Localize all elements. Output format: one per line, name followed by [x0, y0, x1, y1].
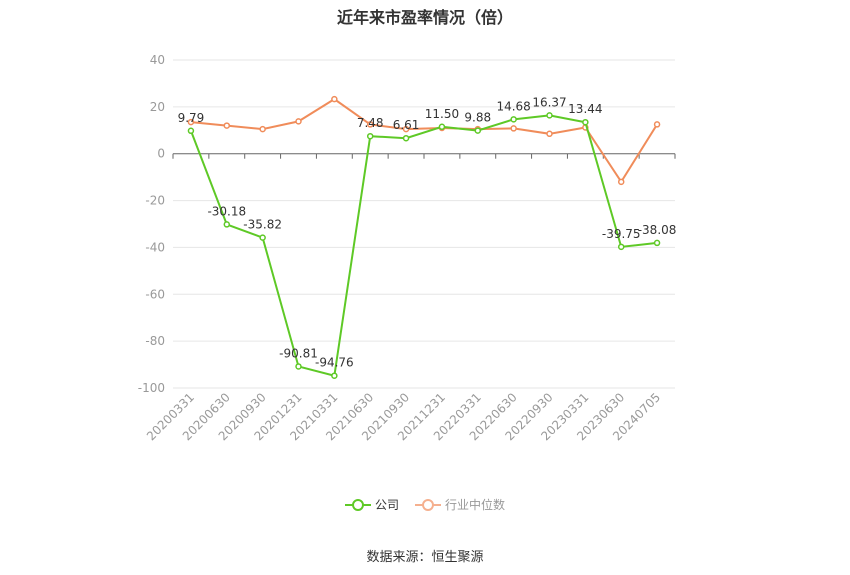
industry-data-point [546, 130, 553, 138]
y-tick-label: -60 [145, 287, 165, 301]
industry-data-point [510, 125, 517, 132]
company-data-point [295, 363, 302, 370]
company-data-label: 11.50 [425, 107, 459, 121]
y-tick-label: -100 [138, 381, 165, 395]
company-data-label: -94.76 [315, 356, 354, 370]
company-data-point [187, 127, 195, 135]
y-tick-label: 40 [150, 53, 165, 67]
company-data-label: 7.48 [357, 116, 384, 130]
company-data-label: 6.61 [393, 118, 420, 132]
company-data-point [582, 118, 589, 126]
data-source: 数据来源：恒生聚源 [366, 550, 484, 565]
y-tick-label: -40 [145, 240, 165, 254]
company-data-label: 16.37 [532, 95, 566, 109]
legend-industry-marker-icon [415, 498, 441, 511]
company-data-label: 14.68 [496, 99, 530, 113]
y-tick-label: 20 [150, 100, 165, 114]
industry-data-point [295, 118, 302, 125]
industry-data-point [402, 125, 410, 133]
company-data-point [259, 234, 266, 241]
industry-series-line [190, 97, 658, 184]
industry-data-point [617, 178, 625, 186]
company-data-label: -38.08 [638, 223, 677, 237]
company-data-point [617, 243, 625, 251]
grid-lines [173, 59, 675, 389]
legend-company-marker-icon [344, 498, 371, 511]
industry-data-point [653, 121, 661, 128]
company-data-point [510, 116, 517, 123]
company-data-label: -90.81 [279, 346, 318, 360]
company-series-line [189, 114, 658, 377]
legend-label-industry-median: 行业中位数 [445, 498, 506, 512]
company-data-point [474, 127, 482, 134]
legend-item-industry-median[interactable]: 行业中位数 [415, 496, 505, 513]
series-lines [187, 95, 661, 379]
industry-data-point [259, 125, 266, 133]
legend: 公司 行业中位数 [0, 496, 850, 513]
industry-data-point [187, 118, 195, 126]
y-tick-label: 0 [157, 147, 165, 161]
company-data-point [223, 221, 231, 228]
company-data-point [366, 132, 374, 140]
company-data-point [546, 112, 553, 119]
company-data-point [402, 134, 410, 142]
legend-label-company: 公司 [374, 498, 399, 512]
industry-data-point [223, 122, 231, 129]
company-data-point [653, 239, 661, 247]
chart-title: 近年来市盈率情况（倍） [336, 8, 513, 27]
y-tick-label: -20 [145, 194, 165, 208]
company-data-label: 9.79 [178, 111, 205, 125]
company-data-point [331, 372, 338, 379]
company-data-label: -39.75 [602, 227, 641, 241]
company-data-label: -35.82 [243, 218, 282, 232]
legend-item-company[interactable]: 公司 [344, 496, 399, 513]
industry-data-point [331, 95, 338, 103]
industry-data-point [366, 121, 374, 128]
data-labels: 9.79 -30.18-35.82 -90.81-94.76 7.48 6.61 11.5… [178, 95, 677, 369]
y-tick-label: -80 [145, 334, 165, 348]
company-data-label: 13.44 [568, 102, 602, 116]
company-data-label: -30.18 [207, 204, 246, 218]
company-data-point [438, 123, 446, 131]
company-data-label: 9.88 [464, 111, 491, 125]
